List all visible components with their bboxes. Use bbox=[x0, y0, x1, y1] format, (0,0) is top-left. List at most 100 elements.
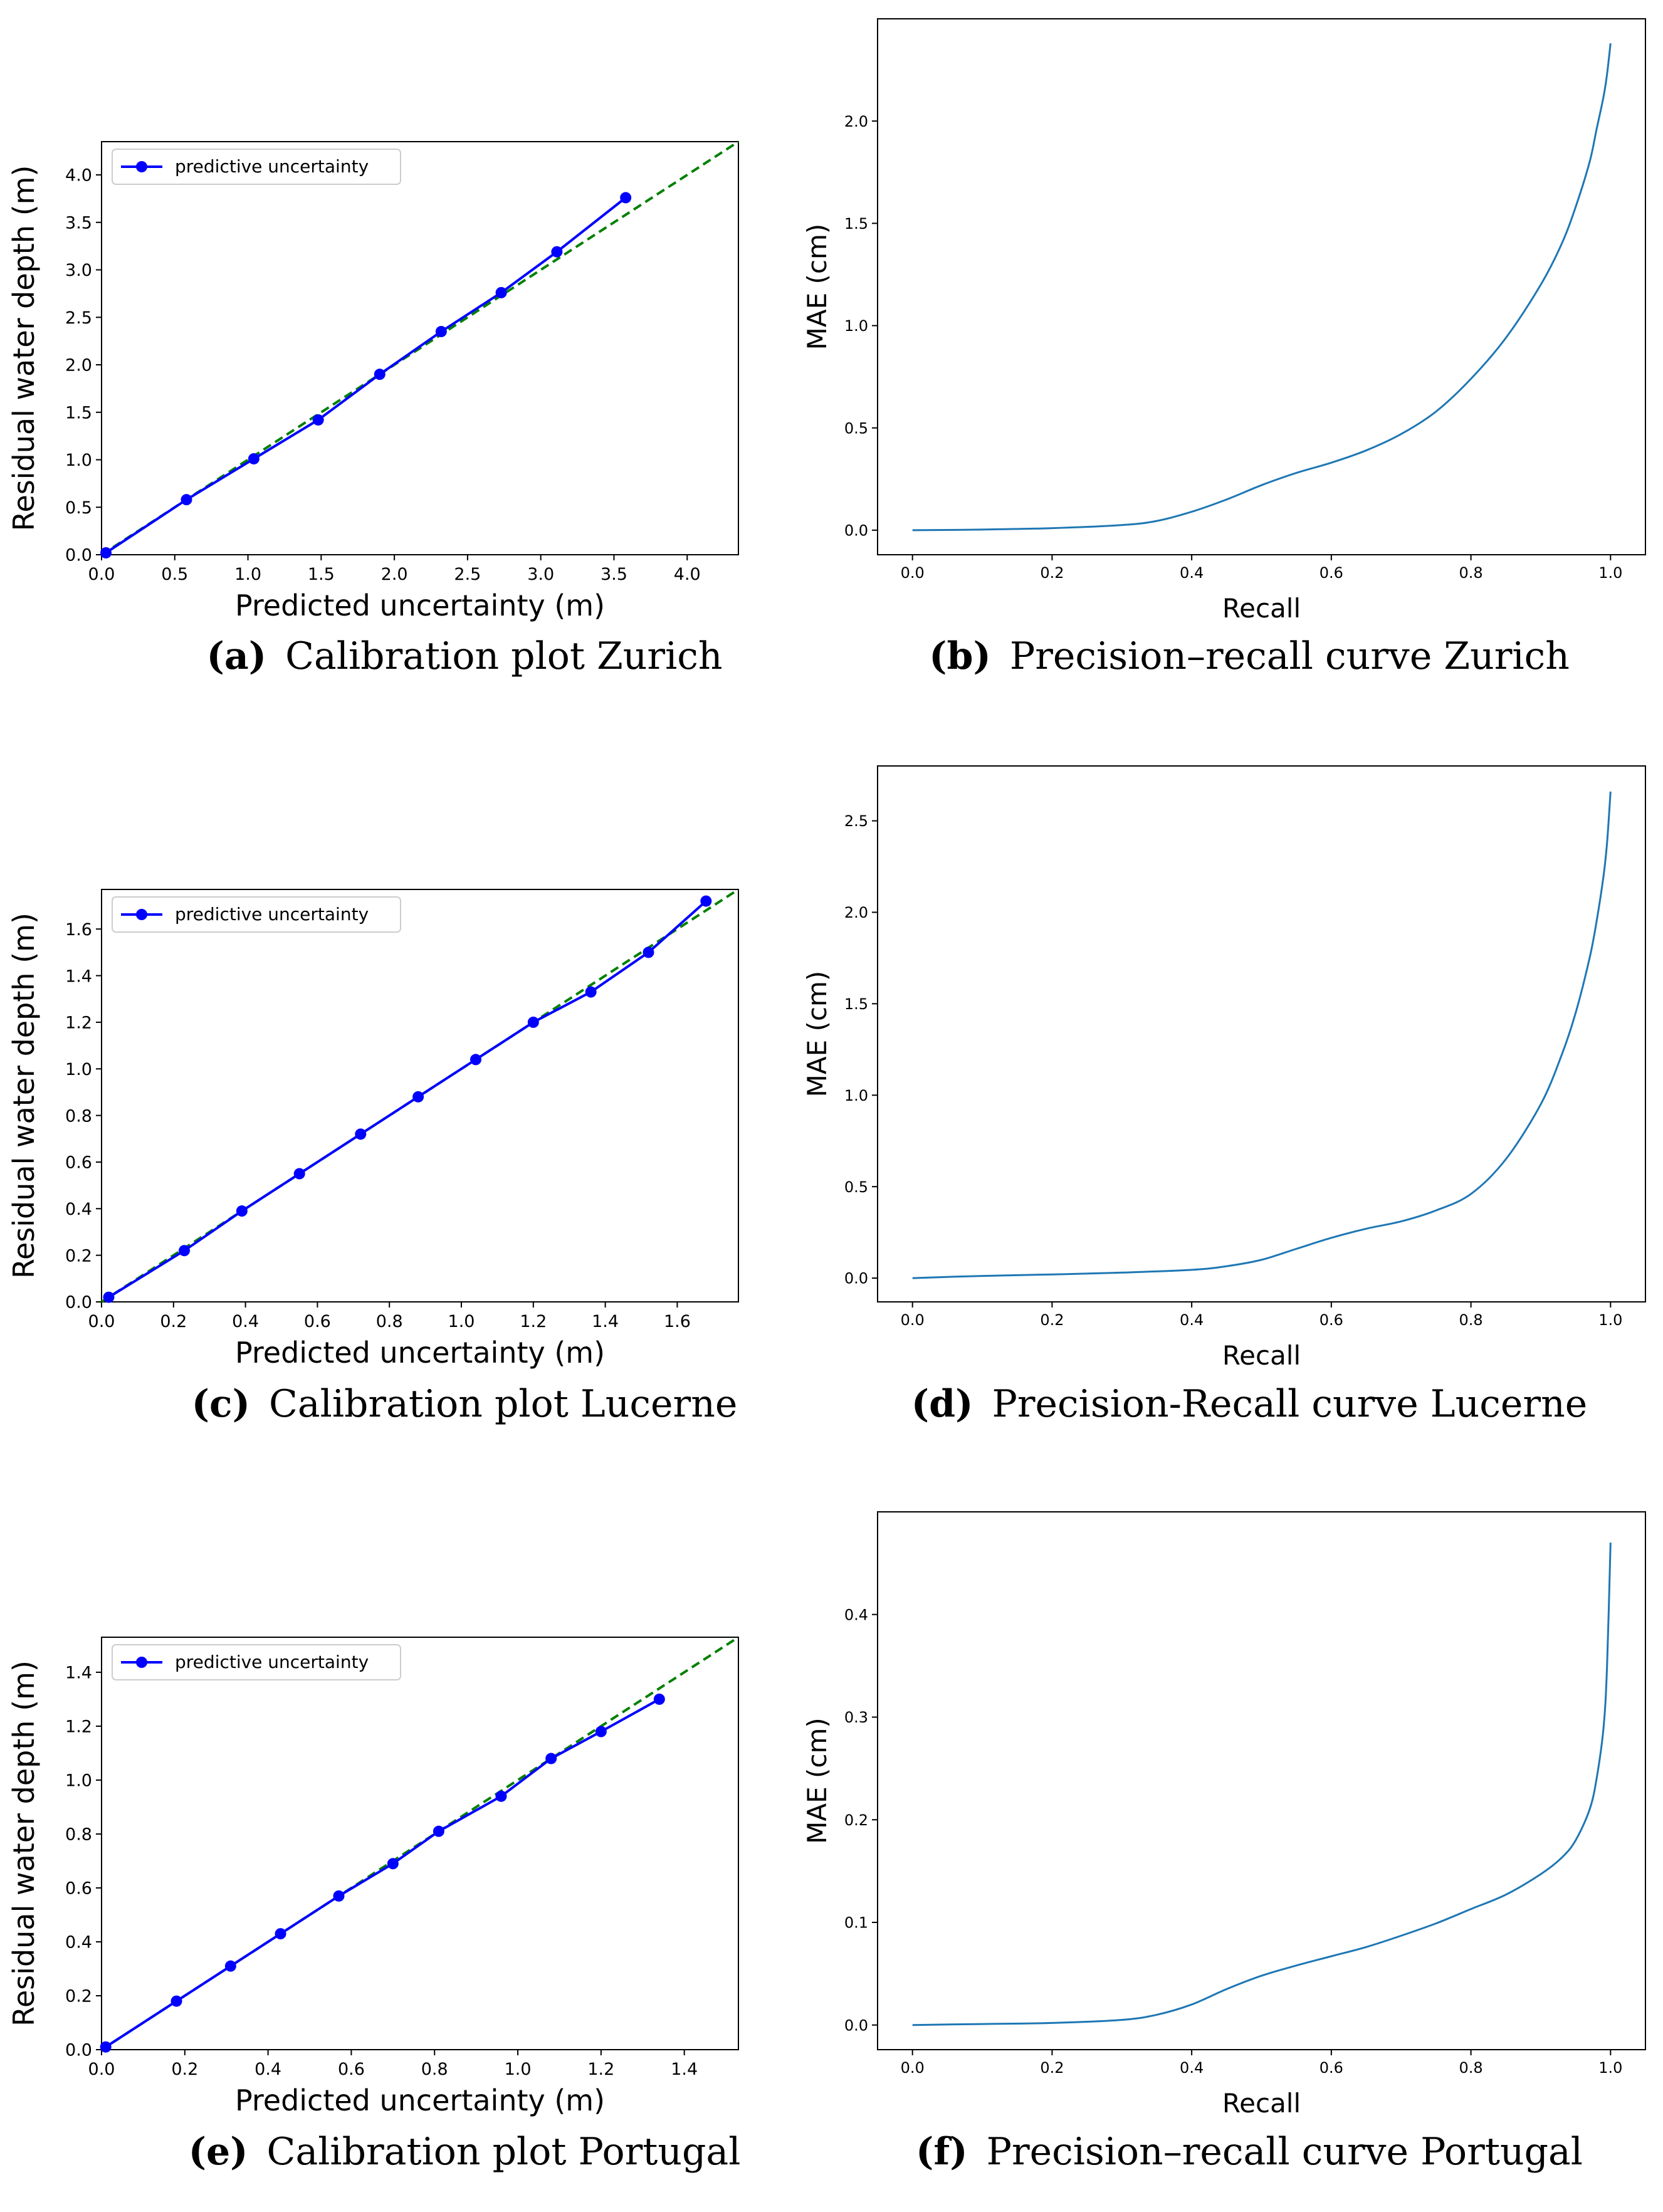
x-tick-label: 1.4 bbox=[592, 1312, 619, 1331]
figure-caption: (d) Precision-Recall curve Lucerne bbox=[911, 1382, 1587, 1426]
x-tick-label: 0.4 bbox=[232, 1312, 259, 1331]
y-tick-label: 0.2 bbox=[844, 1811, 868, 1829]
x-tick-label: 0.8 bbox=[1459, 2059, 1483, 2077]
data-point bbox=[545, 1753, 557, 1764]
data-point bbox=[643, 946, 654, 958]
plot-frame bbox=[877, 765, 1646, 1303]
data-point bbox=[170, 1995, 182, 2007]
x-tick-label: 0.8 bbox=[1459, 564, 1483, 582]
x-tick-label: 0.2 bbox=[1040, 2059, 1064, 2077]
figure-caption: (f) Precision–recall curve Portugal bbox=[916, 2130, 1583, 2174]
mae-curve bbox=[912, 1543, 1612, 2026]
x-tick-label: 1.4 bbox=[671, 2060, 698, 2079]
x-tick-label: 1.0 bbox=[234, 565, 261, 584]
x-tick-label: 1.6 bbox=[664, 1312, 691, 1331]
y-tick-label: 3.5 bbox=[65, 213, 92, 233]
caption-label: (b) bbox=[929, 634, 991, 678]
caption-label: (d) bbox=[911, 1382, 973, 1426]
y-tick-label: 0.5 bbox=[65, 498, 92, 518]
x-tick-label: 3.5 bbox=[601, 565, 627, 584]
data-point bbox=[495, 1790, 507, 1802]
y-tick-label: 0.2 bbox=[65, 1246, 92, 1266]
y-tick-label: 1.2 bbox=[65, 1717, 92, 1737]
data-point bbox=[653, 1693, 665, 1705]
data-point bbox=[100, 547, 112, 558]
y-axis-label: Residual water depth (m) bbox=[7, 165, 41, 532]
x-tick-label: 0.4 bbox=[1180, 2059, 1204, 2077]
x-tick-label: 1.0 bbox=[1598, 2059, 1622, 2077]
x-tick-label: 0.4 bbox=[1180, 564, 1204, 582]
caption-text: Precision–recall curve Zurich bbox=[991, 634, 1570, 678]
y-tick-label: 0.3 bbox=[844, 1709, 868, 1726]
x-tick-label: 2.5 bbox=[454, 565, 481, 584]
data-point bbox=[103, 1291, 115, 1303]
data-point bbox=[470, 1054, 481, 1066]
x-tick-label: 3.0 bbox=[527, 565, 554, 584]
y-tick-label: 0.0 bbox=[65, 546, 92, 565]
y-tick-label: 0.5 bbox=[844, 419, 868, 437]
x-tick-label: 0.6 bbox=[338, 2060, 365, 2079]
figure-caption: (a) Calibration plot Zurich bbox=[206, 634, 722, 678]
y-axis-label: Residual water depth (m) bbox=[7, 1660, 41, 2026]
figure-caption: (e) Calibration plot Portugal bbox=[189, 2130, 741, 2174]
data-point bbox=[275, 1928, 286, 1940]
x-tick-label: 1.0 bbox=[448, 1312, 475, 1331]
x-tick-label: 1.0 bbox=[1598, 1311, 1622, 1329]
y-tick-label: 4.0 bbox=[65, 166, 92, 186]
x-tick-label: 0.0 bbox=[901, 2059, 925, 2077]
caption-label: (f) bbox=[916, 2130, 968, 2174]
legend-label: predictive uncertainty bbox=[175, 1652, 369, 1672]
y-tick-label: 1.2 bbox=[65, 1014, 92, 1033]
data-point bbox=[293, 1168, 305, 1180]
y-tick-label: 0.5 bbox=[844, 1178, 868, 1196]
data-point bbox=[224, 1960, 236, 1972]
y-tick-label: 1.6 bbox=[65, 920, 92, 940]
x-tick-label: 1.5 bbox=[308, 565, 335, 584]
x-tick-label: 4.0 bbox=[674, 565, 701, 584]
y-tick-label: 0.0 bbox=[65, 1293, 92, 1313]
y-tick-label: 0.8 bbox=[65, 1106, 92, 1126]
x-tick-label: 0.0 bbox=[88, 565, 115, 584]
data-point bbox=[387, 1858, 399, 1870]
y-axis-label: MAE (cm) bbox=[802, 224, 832, 350]
y-tick-label: 0.0 bbox=[844, 2016, 868, 2034]
data-point bbox=[700, 895, 712, 907]
y-tick-label: 1.4 bbox=[65, 1664, 92, 1683]
data-point bbox=[595, 1726, 607, 1738]
legend-label: predictive uncertainty bbox=[175, 156, 369, 177]
x-tick-label: 0.8 bbox=[1459, 1311, 1483, 1329]
x-tick-label: 0.2 bbox=[1040, 1311, 1064, 1329]
y-tick-label: 1.4 bbox=[65, 967, 92, 986]
chart-f: 0.0 0.2 0.4 0.6 0.8 1.0 0.0 0.1 0.2 0.3 0.4 Recall M… bbox=[802, 1511, 1646, 2174]
data-point bbox=[585, 986, 597, 998]
x-axis-label: Predicted uncertainty (m) bbox=[235, 589, 605, 622]
legend-marker bbox=[136, 909, 147, 920]
x-tick-label: 2.0 bbox=[381, 565, 408, 584]
x-axis-label: Predicted uncertainty (m) bbox=[235, 2084, 605, 2117]
y-axis-label: MAE (cm) bbox=[802, 971, 832, 1098]
x-tick-label: 0.0 bbox=[88, 2060, 115, 2079]
series-line bbox=[105, 1698, 660, 2048]
legend-label: predictive uncertainty bbox=[175, 904, 369, 925]
x-tick-label: 0.2 bbox=[1040, 564, 1064, 582]
y-axis-label: Residual water depth (m) bbox=[7, 913, 41, 1279]
y-tick-label: 1.5 bbox=[65, 403, 92, 422]
x-tick-label: 0.6 bbox=[1319, 564, 1343, 582]
y-tick-label: 0.0 bbox=[844, 1270, 868, 1287]
y-tick-label: 2.5 bbox=[65, 308, 92, 328]
x-tick-label: 0.4 bbox=[1180, 1311, 1204, 1329]
y-tick-label: 0.4 bbox=[65, 1933, 92, 1953]
caption-label: (e) bbox=[189, 2130, 248, 2174]
x-tick-label: 1.0 bbox=[1598, 564, 1622, 582]
legend-marker bbox=[136, 161, 147, 172]
y-tick-label: 1.5 bbox=[844, 995, 868, 1013]
y-tick-label: 1.0 bbox=[65, 1060, 92, 1079]
y-tick-label: 0.1 bbox=[844, 1914, 868, 1932]
data-point bbox=[312, 414, 324, 426]
data-point bbox=[412, 1091, 424, 1103]
y-tick-label: 2.0 bbox=[65, 356, 92, 375]
data-point bbox=[248, 453, 260, 464]
data-point bbox=[527, 1016, 539, 1028]
y-tick-label: 0.2 bbox=[65, 1987, 92, 2006]
data-point bbox=[551, 246, 563, 258]
